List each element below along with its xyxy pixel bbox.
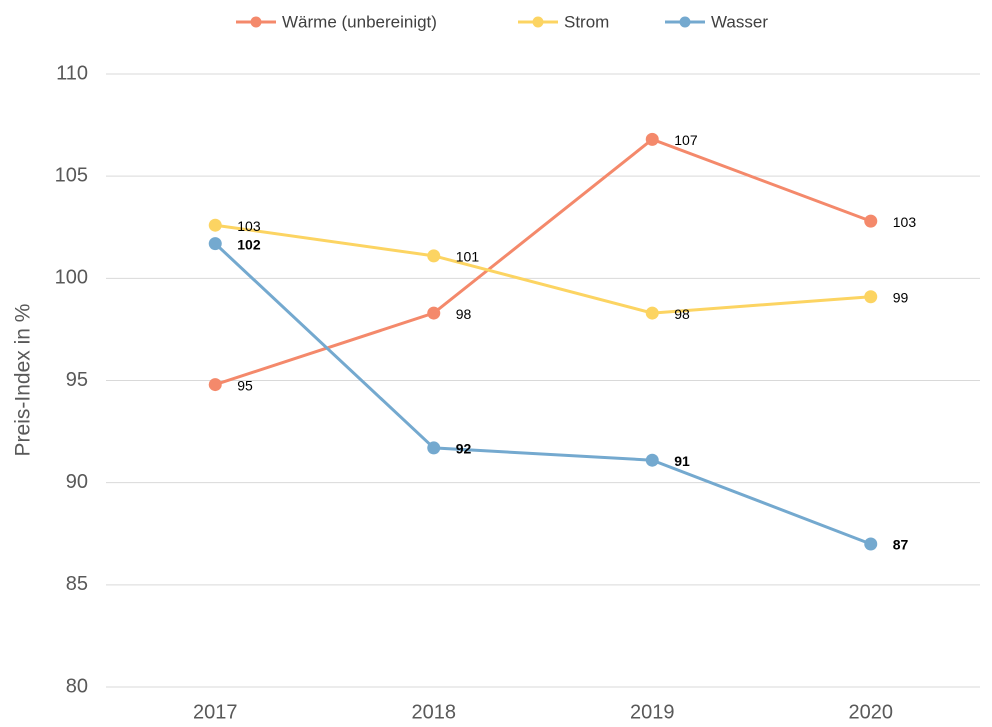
data-point [864,537,878,551]
data-point [427,441,441,455]
data-label: 91 [674,453,690,469]
data-point [208,218,222,232]
data-point [864,214,878,228]
data-label: 107 [674,132,698,148]
data-label: 101 [456,249,480,265]
data-point [864,290,878,304]
data-point [427,249,441,263]
y-tick-label: 80 [66,675,88,697]
data-label: 87 [893,537,909,553]
y-tick-label: 105 [55,164,88,186]
series-line [215,223,871,315]
data-label: 102 [237,236,261,252]
data-label: 92 [456,441,472,457]
data-point [208,237,222,251]
series-line [214,242,872,546]
legend-marker [250,16,262,28]
data-label: 98 [674,306,690,322]
legend-label: Wasser [711,12,768,31]
data-point [208,378,222,392]
x-tick-label: 2019 [630,701,675,723]
x-tick-label: 2020 [849,701,894,723]
data-point [645,306,659,320]
y-tick-label: 110 [56,62,88,84]
y-tick-label: 90 [66,471,88,493]
data-point [645,132,659,146]
y-axis-title: Preis-Index in % [12,304,35,457]
series-line [214,137,872,387]
data-label: 99 [893,289,909,305]
y-tick-label: 85 [66,573,88,595]
legend-marker [532,16,544,28]
legend-label: Strom [564,12,609,31]
data-point [645,453,659,467]
legend-label: Wärme (unbereinigt) [282,12,437,31]
data-label: 103 [237,218,261,234]
y-tick-label: 100 [55,267,88,289]
data-point [427,306,441,320]
legend-marker [679,16,691,28]
x-tick-label: 2017 [193,701,238,723]
data-label: 103 [893,214,917,230]
y-tick-label: 95 [66,369,88,391]
x-tick-label: 2018 [412,701,457,723]
data-label: 98 [456,306,472,322]
data-label: 95 [237,377,253,393]
